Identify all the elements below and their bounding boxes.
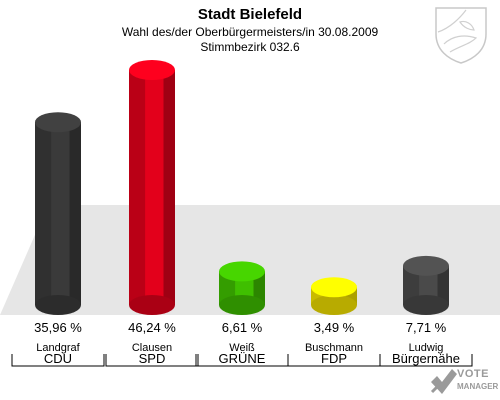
bar-cdu [35, 112, 81, 315]
bar-spd [129, 60, 175, 315]
party-label: SPD [139, 351, 166, 366]
value-label: 6,61 % [222, 320, 263, 335]
vote-check-icon [430, 369, 457, 394]
party-label: GRÜNE [219, 351, 266, 366]
candidate-label: Clausen [132, 342, 172, 354]
candidate-label: Landgraf [36, 342, 80, 354]
candidate-label: Ludwig [409, 342, 444, 354]
party-label: FDP [321, 351, 347, 366]
value-label: 35,96 % [34, 320, 82, 335]
bar-brgernhe [403, 255, 449, 315]
candidate-label: Buschmann [305, 342, 363, 354]
bar-fdp [311, 277, 357, 315]
party-label: Bürgernähe [392, 351, 460, 366]
bar-grne [219, 261, 265, 315]
candidate-label: Weiß [229, 342, 255, 354]
value-label: 46,24 % [128, 320, 176, 335]
district-label: Stimmbezirk 032.6 [200, 40, 300, 54]
chart-title: Stadt Bielefeld [197, 6, 303, 23]
value-label: 3,49 % [314, 320, 355, 335]
party-label: CDU [44, 351, 72, 366]
party-underline [11, 354, 105, 367]
chart-floor [0, 205, 500, 315]
party-underline [379, 354, 473, 367]
logo-text-manager: MANAGER [457, 382, 499, 391]
coat-of-arms-icon [435, 7, 487, 64]
chart-subtitle: Wahl des/der Oberbürgermeisters/in 30.08… [121, 25, 379, 39]
value-label: 7,71 % [406, 320, 447, 335]
party-underline [105, 354, 199, 367]
logo-text-vote: VOTE [457, 368, 489, 380]
